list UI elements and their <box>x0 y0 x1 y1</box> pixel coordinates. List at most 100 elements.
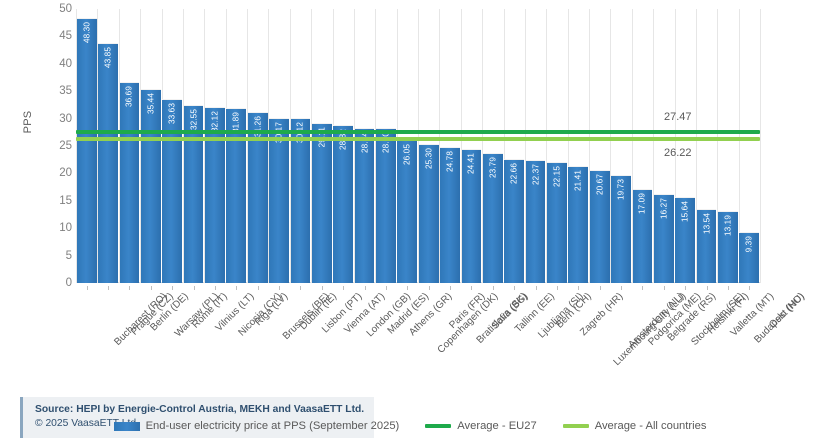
bar[interactable]: 43.85 <box>98 42 118 283</box>
bar[interactable]: 30.17 <box>269 117 289 283</box>
bar-value-label: 17.09 <box>637 193 647 215</box>
bar-slot: 30.17 <box>268 9 289 283</box>
bar-slot: 35.44 <box>140 9 161 283</box>
legend-label: Average - EU27 <box>457 420 537 432</box>
bar-slot: 17.09 <box>632 9 653 283</box>
bar[interactable]: 20.67 <box>589 169 610 283</box>
bar-slot: 31.26 <box>247 9 268 283</box>
gridline <box>268 9 269 283</box>
bar[interactable]: 31.89 <box>226 108 247 283</box>
y-tick-label: 30 <box>59 112 72 125</box>
bar[interactable]: 22.66 <box>504 158 525 283</box>
legend-item[interactable]: End-user electricity price at PPS (Septe… <box>113 420 399 432</box>
legend-item[interactable]: Average - EU27 <box>425 420 537 432</box>
gridline <box>119 9 120 283</box>
bar[interactable]: 13.54 <box>696 208 717 283</box>
x-axis-tick <box>707 286 708 290</box>
gridline <box>546 9 547 283</box>
bar[interactable]: 36.69 <box>119 81 140 283</box>
gridline <box>97 9 98 283</box>
bar[interactable]: 26.05 <box>397 140 418 283</box>
x-axis-tick <box>642 286 643 290</box>
x-axis-tick <box>322 286 323 290</box>
x-axis-tick <box>536 286 537 290</box>
bar-slot: 22.37 <box>525 9 546 283</box>
x-axis-tick <box>749 286 750 290</box>
bar-slot: 28.34 <box>354 9 375 283</box>
gridline <box>140 9 141 283</box>
bar[interactable]: 25.30 <box>418 144 439 283</box>
bar[interactable]: 17.09 <box>632 189 653 283</box>
x-axis-tick <box>87 286 88 290</box>
bar[interactable]: 24.78 <box>440 147 460 283</box>
gridline <box>760 9 761 283</box>
bar-slot: 31.89 <box>226 9 247 283</box>
bar[interactable]: 30.12 <box>290 117 311 283</box>
bar[interactable]: 13.19 <box>718 210 738 283</box>
average-all-countries-line <box>76 137 760 142</box>
legend-item[interactable]: Average - All countries <box>562 420 706 432</box>
average-eu27-line <box>76 130 760 135</box>
bar-slot: 21.41 <box>568 9 589 283</box>
y-tick-label: 50 <box>59 3 72 15</box>
bar-value-label: 22.66 <box>509 162 519 184</box>
bar-slot: 33.63 <box>162 9 183 283</box>
bar-slot: 28.20 <box>375 9 396 283</box>
bar-slot: 24.78 <box>439 9 460 283</box>
bar[interactable]: 15.64 <box>675 197 696 283</box>
gridline <box>525 9 526 283</box>
x-axis-tick <box>172 286 173 290</box>
bar[interactable]: 32.55 <box>183 104 204 283</box>
gridline <box>439 9 440 283</box>
gridline <box>610 9 611 283</box>
bar-value-label: 21.41 <box>573 169 583 191</box>
bar-value-label: 35.44 <box>146 92 156 114</box>
x-axis-tick <box>600 286 601 290</box>
bar-slot: 29.11 <box>311 9 332 283</box>
bar-value-label: 13.19 <box>723 214 733 236</box>
y-tick-label: 5 <box>65 249 72 262</box>
bar[interactable]: 28.20 <box>376 128 396 283</box>
x-axis-tick <box>664 286 665 290</box>
bar[interactable]: 32.12 <box>205 106 225 283</box>
bar[interactable]: 33.63 <box>162 98 183 283</box>
bar-value-label: 32.55 <box>189 108 199 130</box>
x-axis-tick <box>407 286 408 290</box>
bar[interactable]: 19.73 <box>611 174 631 283</box>
bar[interactable]: 29.11 <box>311 123 332 283</box>
bar-slot: 15.64 <box>675 9 696 283</box>
bar[interactable]: 16.27 <box>653 193 674 283</box>
x-axis-tick <box>151 286 152 290</box>
bar[interactable]: 28.34 <box>354 127 375 283</box>
x-axis-tick <box>728 286 729 290</box>
x-axis-tick <box>236 286 237 290</box>
bar-slot: 24.41 <box>461 9 482 283</box>
bar[interactable]: 31.26 <box>247 111 268 283</box>
bar[interactable]: 22.15 <box>547 161 567 283</box>
bar[interactable]: 24.41 <box>461 149 482 283</box>
gridline <box>311 9 312 283</box>
chart-legend: End-user electricity price at PPS (Septe… <box>0 420 820 432</box>
x-axis-tick <box>194 286 195 290</box>
bar[interactable]: 28.82 <box>333 125 354 283</box>
bar[interactable]: 22.37 <box>525 160 546 283</box>
bar-value-label: 23.79 <box>488 156 498 178</box>
source-note-line-2: © 2025 VaasaETT Ltd. <box>35 418 139 430</box>
bar-slot: 28.82 <box>333 9 354 283</box>
bar[interactable]: 48.30 <box>76 18 97 283</box>
bar[interactable]: 23.79 <box>482 152 503 283</box>
bar[interactable]: 35.44 <box>140 88 161 283</box>
legend-swatch-line-icon <box>425 424 452 428</box>
bar-value-label: 20.67 <box>595 173 605 195</box>
legend-swatch-bar-icon <box>113 421 140 431</box>
bar[interactable]: 21.41 <box>568 165 589 283</box>
bar-slot: 23.79 <box>482 9 503 283</box>
y-tick-label: 20 <box>59 167 72 180</box>
gridline <box>717 9 718 283</box>
bar-value-label: 48.30 <box>82 22 92 44</box>
bar[interactable]: 9.39 <box>739 231 760 283</box>
bar-value-label: 16.27 <box>659 197 669 219</box>
bar-slot: 43.85 <box>97 9 118 283</box>
bar-value-label: 22.37 <box>531 164 541 186</box>
